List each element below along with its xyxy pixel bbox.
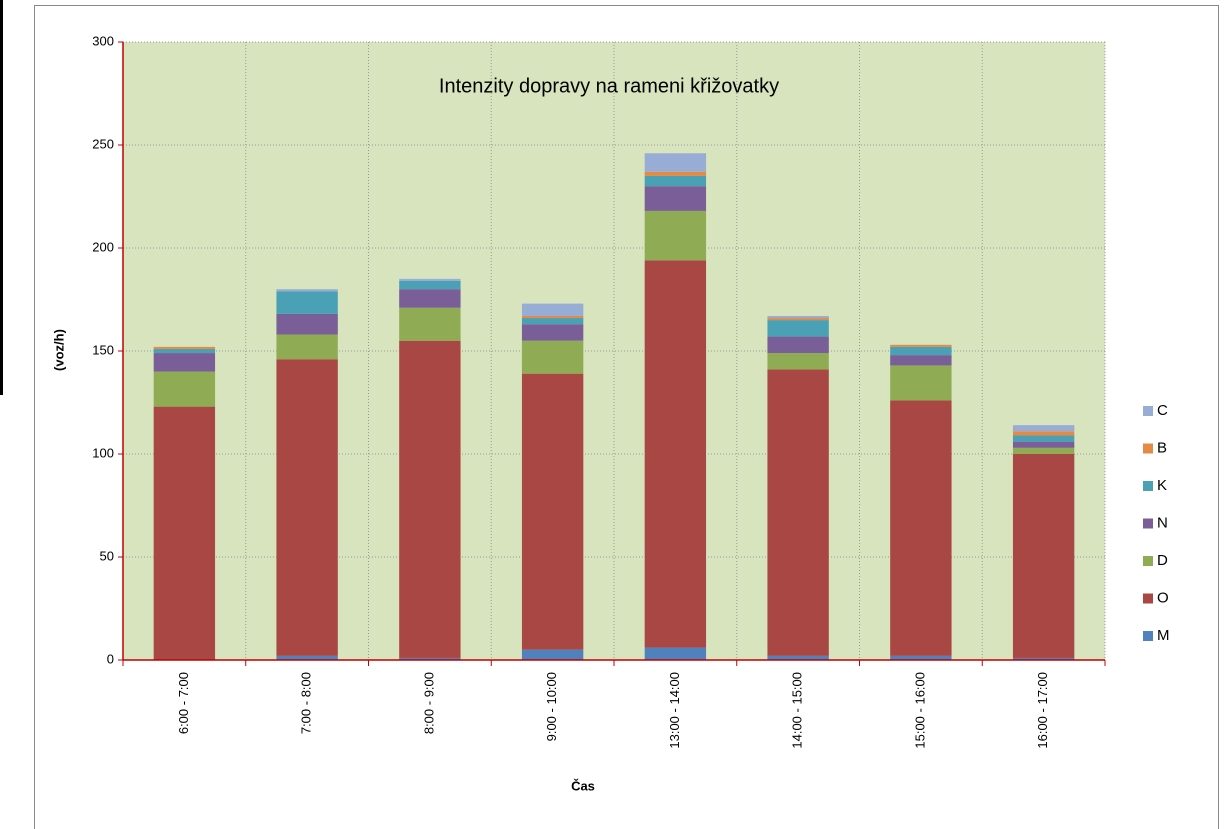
legend-label: D (1157, 552, 1168, 569)
bar-segment (644, 175, 707, 187)
bar-segment (153, 353, 216, 372)
y-tick-label: 300 (92, 33, 114, 48)
x-tick-label: 8:00 - 9:00 (421, 672, 436, 734)
bar-segment (644, 260, 707, 648)
bar-segment (767, 318, 829, 321)
bar-segment (1012, 447, 1075, 454)
bar-segment (644, 186, 707, 211)
bar-segment (767, 369, 829, 656)
legend-swatch (1143, 518, 1153, 529)
bar-segment (521, 324, 584, 341)
x-tick-label: 14:00 - 15:00 (790, 672, 805, 749)
bar-segment (521, 649, 584, 660)
y-tick-label: 150 (92, 342, 114, 357)
bar-segment (890, 344, 952, 347)
bar-segment (767, 655, 829, 660)
x-tick-label: 16:00 - 17:00 (1035, 672, 1050, 749)
y-tick-label: 200 (92, 239, 114, 254)
legend-swatch (1143, 593, 1153, 604)
bar-segment (767, 336, 829, 354)
bar-segment (1012, 435, 1075, 442)
bar-segment (1012, 441, 1075, 448)
y-tick-label: 100 (92, 445, 114, 460)
legend-swatch (1143, 406, 1153, 416)
bar-segment (644, 647, 707, 660)
legend-swatch (1143, 556, 1153, 566)
y-tick-label: 50 (100, 548, 114, 563)
bar-segment (521, 318, 584, 325)
bar-segment (767, 320, 829, 337)
bar-segment (399, 289, 461, 308)
bar-segment (153, 406, 216, 660)
bar-segment (890, 355, 952, 366)
x-tick-label: 9:00 - 10:00 (544, 672, 559, 741)
legend-label: C (1157, 402, 1168, 419)
bar-segment (644, 153, 707, 172)
bar-segment (521, 303, 584, 316)
chart-title: Intenzity dopravy na rameni křižovatky (439, 75, 779, 97)
legend-label: O (1157, 589, 1169, 606)
bar-segment (153, 348, 216, 354)
bar-segment (890, 346, 952, 356)
bar-segment (276, 655, 338, 660)
bar-segment (276, 334, 338, 360)
bar-segment (276, 359, 338, 656)
legend-label: N (1157, 514, 1168, 531)
bar-segment (399, 307, 461, 341)
bar-segment (399, 278, 461, 281)
legend-label: B (1157, 439, 1167, 456)
bar-segment (153, 371, 216, 407)
bar-segment (1012, 431, 1075, 436)
bar-segment (644, 171, 707, 176)
y-axis-label: (voz/h) (51, 329, 66, 371)
legend-label: M (1157, 627, 1170, 644)
bar-segment (399, 657, 461, 660)
bar-segment (1012, 657, 1075, 660)
bar-segment (521, 373, 584, 650)
legend-swatch (1143, 443, 1153, 454)
x-tick-label: 6:00 - 7:00 (176, 672, 191, 734)
bar-segment (1012, 425, 1075, 432)
x-axis-label: Čas (571, 778, 595, 793)
legend-swatch (1143, 481, 1153, 491)
bar-segment (276, 289, 338, 292)
bar-segment (1012, 454, 1075, 658)
bar-segment (890, 400, 952, 656)
y-tick-label: 0 (107, 651, 114, 666)
bar-segment (521, 315, 584, 319)
bar-segment (276, 291, 338, 314)
bar-segment (153, 346, 216, 349)
x-tick-label: 15:00 - 16:00 (912, 672, 927, 749)
legend-label: K (1157, 477, 1167, 494)
bar-segment (644, 210, 707, 261)
bar-segment (890, 365, 952, 401)
bar-segment (276, 313, 338, 335)
bar-segment (521, 340, 584, 374)
y-tick-label: 250 (92, 136, 114, 151)
x-tick-label: 7:00 - 8:00 (299, 672, 314, 734)
bar-segment (890, 655, 952, 660)
bar-segment (399, 280, 461, 290)
bar-segment (767, 353, 829, 370)
x-tick-label: 13:00 - 14:00 (667, 672, 682, 749)
legend-swatch (1143, 631, 1153, 641)
edge-line (0, 0, 3, 395)
bar-segment (399, 340, 461, 658)
bar-segment (767, 315, 829, 319)
